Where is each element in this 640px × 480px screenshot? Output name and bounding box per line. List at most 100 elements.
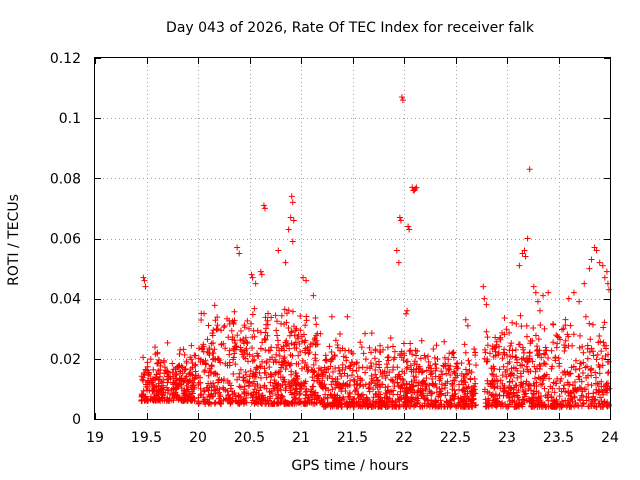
data-point — [594, 351, 601, 358]
data-point — [161, 364, 168, 371]
data-point — [411, 358, 418, 365]
data-point — [601, 274, 608, 281]
data-point — [374, 377, 381, 384]
data-point — [232, 397, 239, 404]
data-point — [547, 383, 554, 390]
data-point — [209, 393, 216, 400]
data-point — [291, 332, 298, 339]
data-point — [537, 363, 544, 370]
data-point — [241, 383, 248, 390]
data-point — [415, 366, 422, 373]
data-point — [181, 397, 188, 404]
data-point — [339, 345, 346, 352]
data-point — [222, 345, 229, 352]
data-point — [207, 368, 214, 375]
data-point — [346, 389, 353, 396]
data-point — [545, 289, 552, 296]
data-point — [254, 350, 261, 357]
data-point — [274, 395, 281, 402]
data-point — [425, 364, 432, 371]
data-point — [405, 386, 412, 393]
data-point — [180, 346, 187, 353]
data-point — [508, 340, 515, 347]
data-point — [286, 345, 293, 352]
data-point — [501, 314, 508, 321]
data-point — [536, 361, 543, 368]
data-point — [295, 352, 302, 359]
data-point — [535, 394, 542, 401]
data-point — [437, 388, 444, 395]
data-point — [558, 388, 565, 395]
data-point — [408, 394, 415, 401]
data-point — [417, 385, 424, 392]
data-point — [462, 349, 469, 356]
data-point — [247, 368, 254, 375]
data-point — [418, 380, 425, 387]
data-point — [248, 271, 255, 278]
data-point — [184, 386, 191, 393]
data-point — [292, 339, 299, 346]
data-point — [311, 377, 318, 384]
data-point — [492, 334, 499, 341]
data-point — [377, 349, 384, 356]
data-point — [169, 392, 176, 399]
data-point — [202, 367, 209, 374]
data-point — [472, 352, 479, 359]
data-point — [289, 352, 296, 359]
data-point — [471, 375, 478, 382]
data-point — [584, 345, 591, 352]
data-point — [231, 308, 238, 315]
data-point — [579, 388, 586, 395]
data-point — [539, 380, 546, 387]
data-point — [254, 364, 261, 371]
data-point — [543, 347, 550, 354]
data-point — [186, 370, 193, 377]
data-point — [203, 361, 210, 368]
data-point — [300, 383, 307, 390]
data-point — [197, 379, 204, 386]
data-point — [542, 351, 549, 358]
data-point — [174, 364, 181, 371]
data-point — [183, 360, 190, 367]
data-point — [257, 363, 264, 370]
data-point — [144, 359, 151, 366]
data-point — [590, 348, 597, 355]
data-point — [584, 355, 591, 362]
data-point — [545, 388, 552, 395]
data-point — [144, 397, 151, 404]
data-point — [404, 399, 411, 406]
data-point — [353, 401, 360, 408]
data-point — [399, 97, 406, 104]
data-point — [368, 349, 375, 356]
data-point — [222, 360, 229, 367]
data-point — [382, 399, 389, 406]
data-point — [596, 332, 603, 339]
data-point — [499, 380, 506, 387]
data-point — [304, 344, 311, 351]
data-point — [596, 259, 603, 266]
data-point — [410, 367, 417, 374]
data-point — [592, 369, 599, 376]
data-point — [460, 381, 467, 388]
data-point — [322, 352, 329, 359]
data-point — [376, 403, 383, 410]
data-point — [159, 382, 166, 389]
data-point — [174, 383, 181, 390]
data-point — [461, 375, 468, 382]
data-point — [262, 336, 269, 343]
data-point — [576, 396, 583, 403]
data-point — [289, 308, 296, 315]
data-point — [366, 344, 373, 351]
data-point — [534, 352, 541, 359]
data-point — [283, 385, 290, 392]
data-point — [371, 355, 378, 362]
data-point — [155, 380, 162, 387]
data-point — [433, 384, 440, 391]
data-point — [406, 348, 413, 355]
data-point — [398, 94, 405, 101]
data-point — [445, 356, 452, 363]
data-point — [281, 378, 288, 385]
data-point — [400, 340, 407, 347]
data-point — [340, 394, 347, 401]
data-point — [300, 274, 307, 281]
